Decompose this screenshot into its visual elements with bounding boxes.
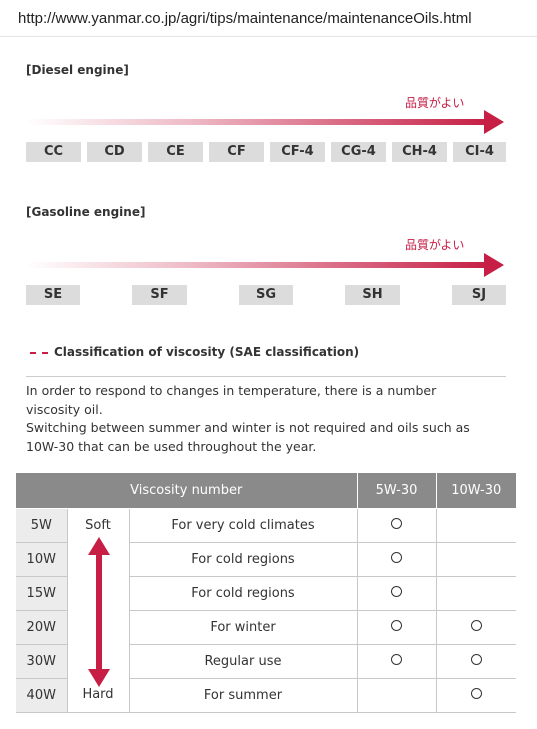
- paragraph-line: Switching between summer and winter is n…: [26, 420, 470, 435]
- table-row: 30W Regular use: [16, 644, 516, 679]
- circle-mark-icon: [391, 654, 402, 665]
- soft-hard-range: Soft Hard: [67, 508, 130, 713]
- viscosity-paragraph: In order to respond to changes in temper…: [26, 382, 516, 456]
- mark-cell-10w30: [436, 644, 516, 679]
- mark-cell-10w30: [436, 610, 516, 645]
- diesel-grade: CH-4: [392, 142, 447, 162]
- gasoline-quality-label: 品質がよい: [405, 238, 465, 252]
- gasoline-grade: SH: [345, 285, 400, 305]
- mark-cell-5w30: [357, 576, 437, 611]
- mark-cell-5w30: [357, 610, 437, 645]
- gasoline-grade: SG: [239, 285, 293, 305]
- mark-cell-5w30: [357, 644, 437, 679]
- table-row: 40W For summer: [16, 678, 516, 713]
- grade-cell: 20W: [16, 610, 68, 645]
- circle-mark-icon: [470, 654, 482, 665]
- diesel-grade: CD: [87, 142, 142, 162]
- header-viscosity-number: Viscosity number: [16, 473, 358, 509]
- grade-cell: 5W: [16, 508, 68, 543]
- mark-cell-10w30: [436, 678, 516, 713]
- use-cell: For cold regions: [129, 576, 358, 611]
- diesel-grade: CF: [209, 142, 264, 162]
- circle-mark-icon: [391, 620, 402, 631]
- gasoline-grade: SF: [132, 285, 187, 305]
- gasoline-grade: SE: [26, 285, 80, 305]
- viscosity-heading-text: Classification of viscosity (SAE classif…: [54, 345, 360, 359]
- dash-marker: [30, 351, 36, 354]
- url-text: http://www.yanmar.co.jp/agri/tips/mainte…: [18, 10, 472, 27]
- table-header-row: Viscosity number 5W-30 10W-30: [16, 473, 516, 509]
- mark-cell-10w30: [436, 508, 516, 543]
- soft-label: Soft: [85, 518, 111, 533]
- grade-cell: 30W: [16, 644, 68, 679]
- mark-cell-10w30: [436, 542, 516, 577]
- mark-cell-10w30: [436, 576, 516, 611]
- header-5w30: 5W-30: [357, 473, 437, 509]
- grade-cell: 40W: [16, 678, 68, 713]
- mark-cell-5w30: [357, 678, 437, 713]
- viscosity-heading: Classification of viscosity (SAE classif…: [30, 342, 359, 362]
- gasoline-grade-row: SE SF SG SH SJ: [26, 285, 506, 305]
- viscosity-table: Viscosity number 5W-30 10W-30 5W Soft Ha…: [16, 473, 516, 713]
- header-divider: [0, 36, 537, 37]
- use-cell: For summer: [129, 678, 358, 713]
- diesel-grade: CC: [26, 142, 81, 162]
- circle-mark-icon: [391, 586, 402, 597]
- gasoline-quality-arrow: [26, 253, 504, 277]
- circle-mark-icon: [391, 518, 402, 529]
- use-cell: For cold regions: [129, 542, 358, 577]
- diesel-grade: CI-4: [453, 142, 506, 162]
- circle-mark-icon: [470, 620, 482, 631]
- paragraph-line: In order to respond to changes in temper…: [26, 383, 437, 398]
- header-10w30: 10W-30: [436, 473, 516, 509]
- table-row: 5W Soft Hard For very cold climates: [16, 508, 516, 713]
- mark-cell-5w30: [357, 542, 437, 577]
- viscosity-rule: [26, 376, 506, 377]
- gasoline-grade: SJ: [452, 285, 506, 305]
- diesel-grade: CF-4: [270, 142, 325, 162]
- grade-cell: 15W: [16, 576, 68, 611]
- hard-label: Hard: [82, 687, 114, 702]
- grade-cell: 10W: [16, 542, 68, 577]
- table-row: 10W For cold regions: [16, 542, 516, 577]
- circle-mark-icon: [391, 552, 402, 563]
- table-row: 20W For winter: [16, 610, 516, 645]
- diesel-grade: CG-4: [331, 142, 386, 162]
- diesel-grade: CE: [148, 142, 203, 162]
- use-cell: Regular use: [129, 644, 358, 679]
- soft-hard-arrow: [87, 537, 110, 687]
- dash-marker: [42, 351, 48, 354]
- diesel-grade-row: CC CD CE CF CF-4 CG-4 CH-4 CI-4: [26, 142, 506, 162]
- mark-cell-5w30: [357, 508, 437, 543]
- paragraph-line: 10W-30 that can be used throughout the y…: [26, 438, 317, 454]
- gasoline-title: [Gasoline engine]: [26, 205, 146, 219]
- diesel-quality-arrow: [26, 110, 504, 134]
- diesel-quality-label: 品質がよい: [405, 96, 465, 110]
- circle-mark-icon: [470, 688, 482, 699]
- use-cell: For very cold climates: [129, 508, 358, 543]
- paragraph-line: viscosity oil.: [26, 401, 103, 417]
- table-row: 15W For cold regions: [16, 576, 516, 611]
- use-cell: For winter: [129, 610, 358, 645]
- diesel-title: [Diesel engine]: [26, 63, 129, 77]
